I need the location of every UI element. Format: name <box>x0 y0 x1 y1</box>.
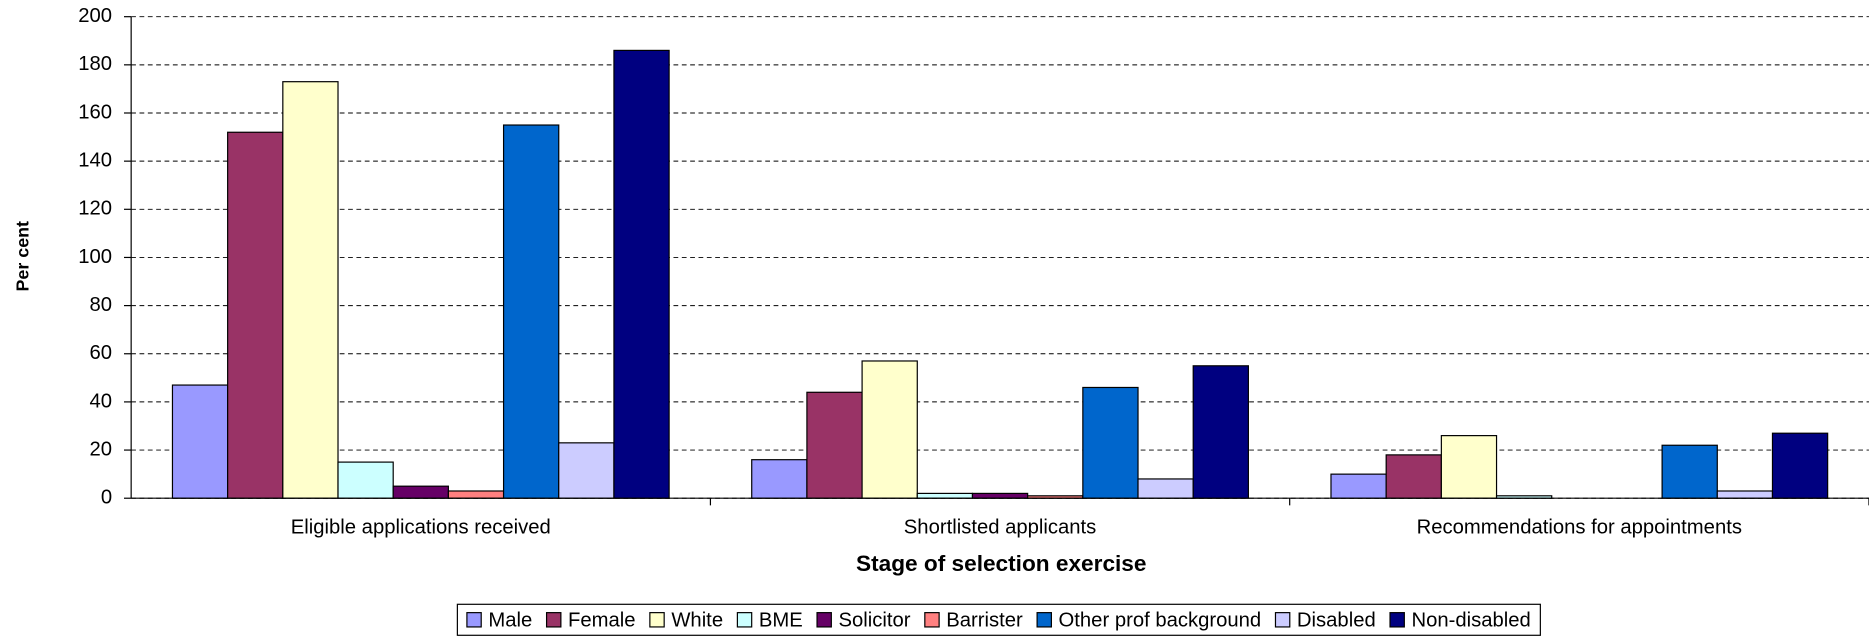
bar <box>558 442 615 499</box>
bar <box>1771 432 1829 499</box>
y-tick-label: 140 <box>78 150 112 172</box>
bar <box>751 459 808 499</box>
bar <box>447 490 505 499</box>
bar <box>861 360 918 499</box>
y-tick-label: 100 <box>78 246 112 268</box>
bar <box>1192 365 1249 499</box>
y-tick-label: 80 <box>90 294 113 316</box>
x-axis-title: Stage of selection exercise <box>856 551 1147 576</box>
bar <box>1082 386 1139 499</box>
legend-label: Other prof background <box>1059 609 1262 631</box>
legend-label: Disabled <box>1297 609 1376 631</box>
bar <box>613 49 670 499</box>
y-tick-label: 180 <box>78 53 112 75</box>
x-tick-label: Recommendations for appointments <box>1417 516 1742 538</box>
legend-swatch <box>1389 612 1405 628</box>
x-tick-label: Eligible applications received <box>291 516 551 538</box>
bar <box>1440 435 1498 499</box>
legend-label: BME <box>759 609 803 631</box>
legend-label: Non-disabled <box>1411 609 1530 631</box>
bar <box>1385 454 1442 499</box>
bar <box>282 81 339 499</box>
legend-swatch <box>816 612 832 628</box>
bar <box>171 384 229 499</box>
bar <box>1137 478 1194 499</box>
bar <box>502 124 560 499</box>
legend <box>456 603 1541 636</box>
y-tick-label: 200 <box>78 5 112 27</box>
y-tick-label: 0 <box>101 487 112 509</box>
y-tick-label: 40 <box>90 390 113 412</box>
y-tick-label: 120 <box>78 198 112 220</box>
x-tick-label: Shortlisted applicants <box>904 516 1096 538</box>
y-axis-title: Per cent <box>13 221 33 292</box>
legend-label: Female <box>568 609 636 631</box>
legend-swatch <box>924 612 940 628</box>
bar <box>227 131 284 499</box>
legend-swatch <box>1036 612 1052 628</box>
legend-swatch <box>736 612 753 628</box>
legend-label: White <box>671 609 723 631</box>
legend-label: Barrister <box>946 609 1023 631</box>
bar <box>1330 473 1387 499</box>
bar <box>1716 490 1774 499</box>
legend-label: Male <box>488 609 532 631</box>
legend-swatch <box>466 612 482 628</box>
bar <box>806 391 863 499</box>
bar <box>1661 444 1718 499</box>
bar <box>392 485 449 499</box>
legend-swatch <box>545 612 562 628</box>
bar <box>916 492 974 499</box>
y-tick-label: 60 <box>90 342 113 364</box>
bar <box>971 492 1029 499</box>
legend-label: Solicitor <box>838 609 910 631</box>
bar <box>337 461 394 499</box>
y-tick-label: 160 <box>78 101 112 123</box>
legend-swatch <box>649 612 665 628</box>
legend-swatch <box>1274 612 1291 628</box>
y-tick-label: 20 <box>90 438 113 460</box>
